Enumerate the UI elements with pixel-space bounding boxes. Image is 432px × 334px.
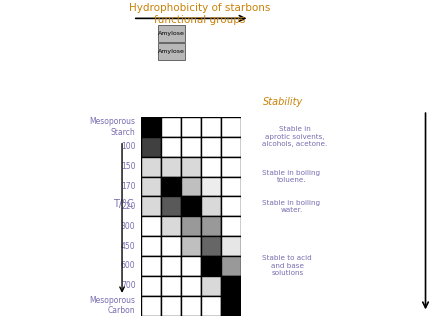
Bar (161, 157, 181, 176)
Bar (141, 157, 161, 176)
Bar (181, 256, 201, 276)
Text: Amylose: Amylose (158, 49, 185, 54)
Bar (201, 296, 221, 316)
Bar (141, 276, 161, 296)
Text: Stable in boiling
water.: Stable in boiling water. (263, 200, 321, 213)
Bar (161, 137, 181, 157)
Bar (181, 157, 201, 176)
Bar (161, 117, 181, 137)
Bar (201, 216, 221, 236)
Text: Stable in
aprotic solvents,
alcohols, acetone.: Stable in aprotic solvents, alcohols, ac… (263, 126, 328, 147)
Bar (221, 276, 241, 296)
Bar (221, 176, 241, 196)
Text: Stable to acid
and base
solutions: Stable to acid and base solutions (263, 256, 312, 277)
Bar (141, 296, 161, 316)
Text: 600: 600 (121, 262, 136, 271)
Bar (161, 176, 181, 196)
Bar (181, 176, 201, 196)
Bar (181, 276, 201, 296)
Bar (181, 296, 201, 316)
Text: functional groups: functional groups (154, 15, 245, 25)
Bar (141, 117, 161, 137)
Bar (141, 176, 161, 196)
Bar (221, 137, 241, 157)
Text: 100: 100 (121, 142, 136, 151)
Bar (201, 176, 221, 196)
Text: Stability: Stability (263, 97, 303, 107)
Bar (221, 196, 241, 216)
Text: Stable in boiling
toluene.: Stable in boiling toluene. (263, 170, 321, 183)
Text: 220: 220 (121, 202, 136, 211)
Bar (161, 236, 181, 256)
Bar (161, 216, 181, 236)
Bar (181, 216, 201, 236)
Bar (141, 236, 161, 256)
Bar (221, 296, 241, 316)
Bar (221, 117, 241, 137)
Text: Hydrophobicity of starbons: Hydrophobicity of starbons (129, 3, 270, 13)
Bar (221, 236, 241, 256)
Bar (221, 256, 241, 276)
Bar (141, 216, 161, 236)
Text: Mesoporous
Starch: Mesoporous Starch (89, 117, 136, 137)
Bar (141, 196, 161, 216)
Bar (141, 256, 161, 276)
Text: Amylose: Amylose (158, 31, 185, 36)
Bar (201, 236, 221, 256)
Bar (181, 137, 201, 157)
Bar (201, 137, 221, 157)
Bar (141, 137, 161, 157)
Bar (221, 216, 241, 236)
Bar (201, 117, 221, 137)
Bar (201, 256, 221, 276)
Bar (181, 236, 201, 256)
Bar (161, 296, 181, 316)
Bar (161, 276, 181, 296)
Bar (181, 117, 201, 137)
Bar (201, 276, 221, 296)
Bar (221, 157, 241, 176)
Text: 450: 450 (121, 241, 136, 250)
Text: 300: 300 (121, 222, 136, 231)
Text: 170: 170 (121, 182, 136, 191)
Bar (181, 196, 201, 216)
Text: T/°C: T/°C (113, 199, 134, 209)
Bar (161, 256, 181, 276)
Text: Mesoporous
Carbon: Mesoporous Carbon (89, 296, 136, 315)
Bar (201, 157, 221, 176)
Text: 700: 700 (121, 281, 136, 290)
Text: 150: 150 (121, 162, 136, 171)
Bar (201, 196, 221, 216)
Bar (161, 196, 181, 216)
